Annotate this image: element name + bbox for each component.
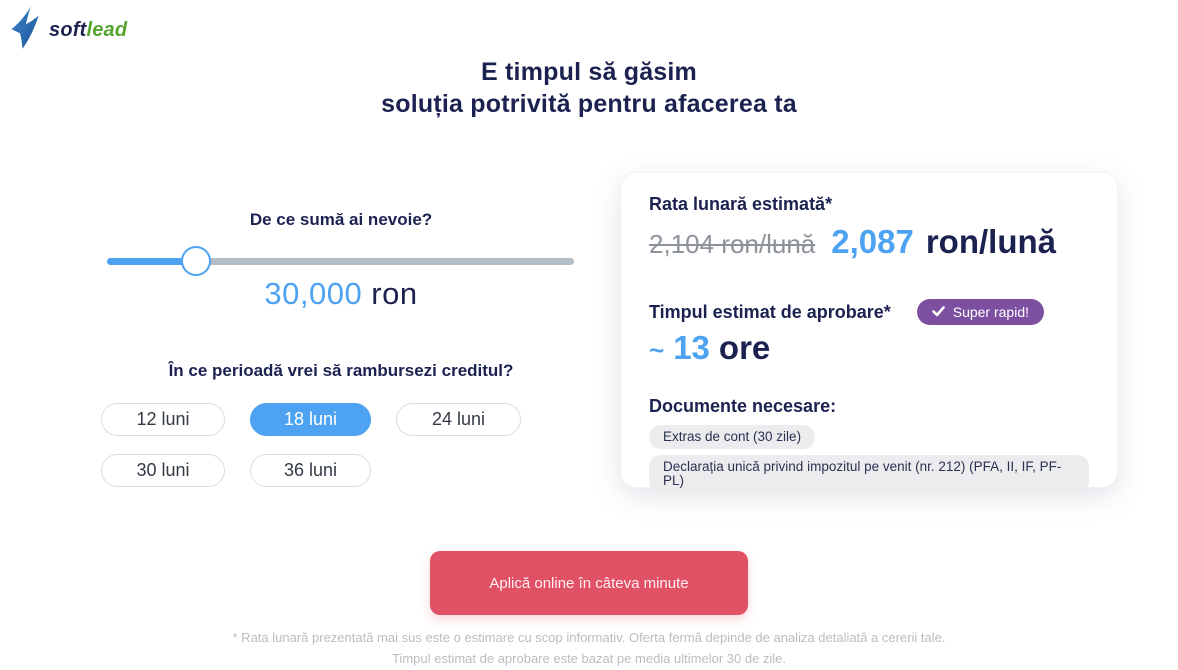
approval-badge-label: Super rapid! [952, 304, 1030, 320]
amount-currency: ron [371, 276, 418, 311]
document-chip: Declarația unică privind impozitul pe ve… [649, 455, 1089, 493]
rate-old-value: 2,104 ron/lună [649, 229, 816, 259]
rate-new-unit: ron/lună [925, 223, 1057, 260]
amount-display: 30,000 ron [101, 276, 581, 312]
page-title: E timpul să găsim soluția potrivită pent… [0, 56, 1178, 120]
period-option-24-luni[interactable]: 24 luni [396, 403, 521, 436]
period-options: 12 luni 18 luni 24 luni 30 luni 36 luni [101, 403, 521, 487]
disclaimer-line1: * Rata lunară prezentată mai sus este o … [232, 630, 946, 645]
approval-badge: Super rapid! [916, 299, 1045, 325]
amount-slider[interactable] [107, 246, 574, 276]
check-icon [931, 305, 945, 319]
brand-name-lead: lead [86, 18, 128, 41]
period-question-label: În ce perioadă vrei să rambursezi credit… [168, 361, 514, 380]
brand-name: softlead [49, 19, 127, 42]
period-option-12-luni[interactable]: 12 luni [101, 403, 225, 436]
logo-link[interactable]: softlead [8, 4, 127, 56]
document-chip: Extras de cont (30 zile) [649, 425, 816, 449]
period-option-36-luni[interactable]: 36 luni [250, 454, 371, 487]
rate-new-value: 2,087 [831, 223, 914, 260]
amount-value: 30,000 [264, 276, 363, 311]
slider-track[interactable] [107, 258, 574, 265]
brand-name-soft: soft [49, 18, 87, 41]
approval-prefix: ~ [649, 335, 665, 365]
approval-unit: ore [718, 329, 771, 366]
period-option-18-luni[interactable]: 18 luni [250, 403, 371, 436]
documents-list: Extras de cont (30 zile) Declarația unic… [649, 425, 1089, 493]
disclaimer-line2: Timpul estimat de aprobare este bazat pe… [391, 651, 787, 666]
page-title-line1: E timpul să găsim [481, 58, 697, 86]
estimate-card: Rata lunară estimată* 2,104 ron/lună 2,0… [620, 172, 1118, 493]
page-title-line2: soluția potrivită pentru afacerea ta [381, 90, 797, 118]
documents-title: Documente necesare: [649, 396, 837, 416]
rate-row: 2,104 ron/lună 2,087 ron/lună [649, 223, 1089, 263]
period-option-30-luni[interactable]: 30 luni [101, 454, 225, 487]
slider-thumb[interactable] [180, 246, 211, 276]
disclaimer: * Rata lunară prezentată mai sus este o … [0, 627, 1178, 669]
apply-online-button[interactable]: Aplică online în câteva minute [430, 551, 748, 615]
slider-fill [107, 258, 196, 265]
brand-bolt-icon [8, 4, 42, 56]
approval-value-row: ~ 13 ore [649, 329, 1089, 367]
rate-title: Rata lunară estimată* [649, 194, 833, 214]
approval-title: Timpul estimat de aprobare* [649, 302, 891, 322]
approval-row: Timpul estimat de aprobare* Super rapid! [649, 299, 1089, 325]
approval-hours: 13 [673, 329, 710, 366]
amount-question-label: De ce sumă ai nevoie? [249, 210, 433, 229]
